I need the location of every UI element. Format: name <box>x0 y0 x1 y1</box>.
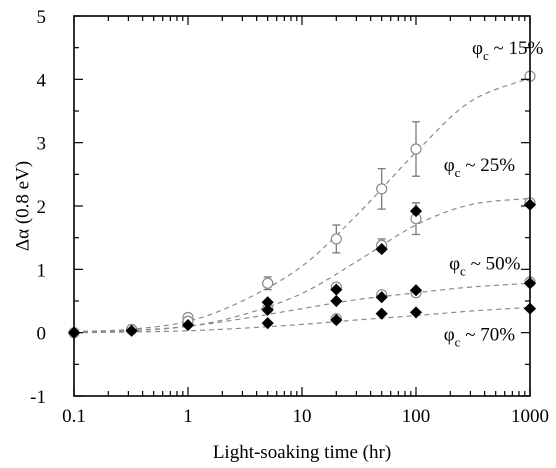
curve-annotation: φc ~ 70% <box>444 324 516 349</box>
y-axis-title: Δα (0.8 eV) <box>12 161 33 251</box>
data-points <box>69 71 536 338</box>
open-circle-point <box>331 234 341 244</box>
annotations: φc ~ 15% φc ~ 25% φc ~ 50% φc ~ 70% <box>444 38 544 349</box>
open-circle-point <box>263 278 273 288</box>
x-tick-label: 10 <box>293 406 312 427</box>
open-circle-point <box>377 184 387 194</box>
y-tick-label: -1 <box>30 387 46 408</box>
annotation-value: ~ 25% <box>460 155 515 176</box>
x-tick-label: 0.1 <box>62 406 86 427</box>
annotation-symbol: φ <box>444 155 455 176</box>
x-tick-label: 1000 <box>511 406 549 427</box>
annotation-value: ~ 70% <box>460 324 515 345</box>
curve-annotation: φc ~ 25% <box>444 155 516 180</box>
y-tick-label: 0 <box>37 324 47 345</box>
filled-diamond-point <box>411 307 422 318</box>
filled-diamond-point <box>376 308 387 319</box>
open-circle-point <box>411 144 421 154</box>
fit-curve <box>74 78 530 331</box>
y-tick-label: 5 <box>37 7 47 28</box>
y-tick-label: 2 <box>37 197 47 218</box>
annotation-value: ~ 15% <box>489 38 544 59</box>
annotation-symbol: φ <box>472 38 483 59</box>
y-tick-label: 1 <box>37 260 47 281</box>
fit-curves <box>74 78 530 333</box>
annotation-symbol: φ <box>449 253 460 274</box>
filled-diamond-point <box>331 296 342 307</box>
y-tick-label: 3 <box>37 134 47 155</box>
annotation-value: ~ 50% <box>466 253 521 274</box>
tick-labels: 0.1 1 10 100 1000 -1 0 1 2 3 4 5 <box>30 7 549 427</box>
y-tick-label: 4 <box>37 70 47 91</box>
x-tick-label: 100 <box>402 406 431 427</box>
annotation-symbol: φ <box>444 324 455 345</box>
x-tick-label: 1 <box>183 406 193 427</box>
curve-annotation: φc ~ 15% <box>472 38 544 63</box>
curve-annotation: φc ~ 50% <box>449 253 521 278</box>
x-axis-title: Light-soaking time (hr) <box>213 442 391 463</box>
